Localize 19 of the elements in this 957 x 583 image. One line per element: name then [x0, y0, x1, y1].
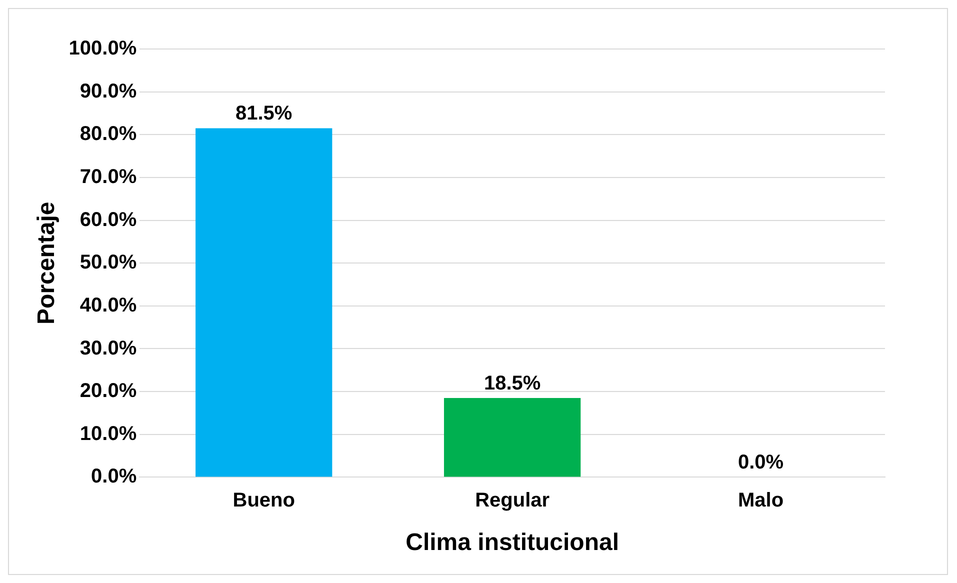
- y-tick-label: 90.0%: [80, 80, 137, 102]
- x-axis-title: Clima institucional: [406, 529, 620, 556]
- y-axis-title: Porcentaje: [33, 202, 60, 324]
- y-tick-label: 40.0%: [80, 294, 137, 316]
- y-tick-label: 10.0%: [80, 422, 137, 445]
- data-label: 18.5%: [484, 372, 541, 394]
- data-label: 0.0%: [738, 452, 784, 474]
- y-tick-label: 50.0%: [80, 252, 137, 274]
- y-tick-label: 80.0%: [80, 123, 137, 146]
- y-tick-label: 70.0%: [80, 166, 137, 188]
- y-tick-label: 0.0%: [91, 466, 137, 488]
- x-tick-label: Regular: [475, 490, 550, 512]
- data-label: 81.5%: [236, 102, 292, 125]
- y-tick-label: 100.0%: [68, 38, 137, 60]
- y-tick-label: 60.0%: [80, 208, 137, 231]
- y-tick-label: 20.0%: [80, 380, 137, 402]
- x-tick-label: Bueno: [232, 490, 295, 512]
- y-tick-label: 30.0%: [80, 337, 137, 360]
- x-tick-label: Malo: [738, 490, 784, 512]
